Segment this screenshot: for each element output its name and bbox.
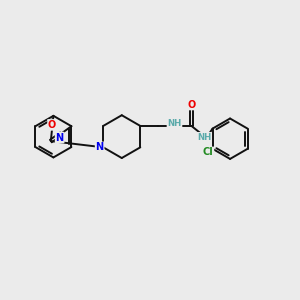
Text: Cl: Cl [203, 147, 214, 158]
Text: O: O [48, 120, 56, 130]
Text: O: O [187, 100, 196, 110]
Text: NH: NH [167, 119, 182, 128]
Text: NH: NH [197, 133, 211, 142]
Text: N: N [56, 133, 64, 142]
Text: N: N [96, 142, 104, 152]
